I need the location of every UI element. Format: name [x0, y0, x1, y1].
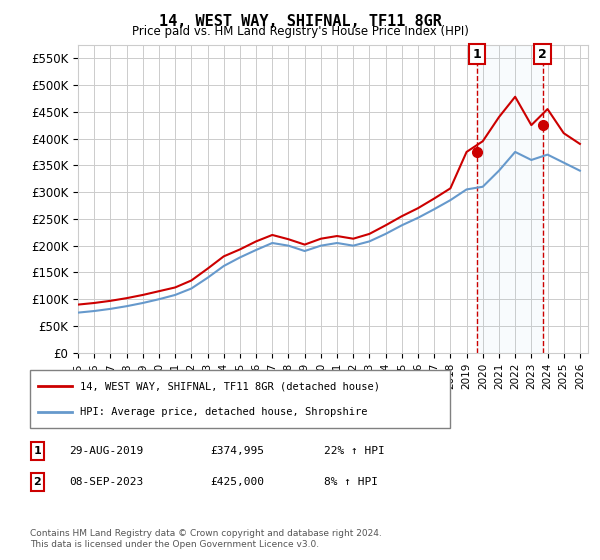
Text: 08-SEP-2023: 08-SEP-2023: [69, 477, 143, 487]
Text: 29-AUG-2019: 29-AUG-2019: [69, 446, 143, 456]
Text: Price paid vs. HM Land Registry's House Price Index (HPI): Price paid vs. HM Land Registry's House …: [131, 25, 469, 38]
Text: Contains HM Land Registry data © Crown copyright and database right 2024.
This d: Contains HM Land Registry data © Crown c…: [30, 529, 382, 549]
Text: £374,995: £374,995: [210, 446, 264, 456]
Text: 14, WEST WAY, SHIFNAL, TF11 8GR: 14, WEST WAY, SHIFNAL, TF11 8GR: [158, 14, 442, 29]
Text: 1: 1: [473, 48, 482, 60]
Text: 8% ↑ HPI: 8% ↑ HPI: [324, 477, 378, 487]
Text: HPI: Average price, detached house, Shropshire: HPI: Average price, detached house, Shro…: [80, 407, 368, 417]
Text: 14, WEST WAY, SHIFNAL, TF11 8GR (detached house): 14, WEST WAY, SHIFNAL, TF11 8GR (detache…: [80, 381, 380, 391]
FancyBboxPatch shape: [30, 370, 450, 428]
Bar: [477, 45, 542, 353]
FancyBboxPatch shape: [31, 473, 44, 491]
Text: £425,000: £425,000: [210, 477, 264, 487]
Text: 1: 1: [34, 446, 41, 456]
Text: 2: 2: [538, 48, 547, 60]
FancyBboxPatch shape: [31, 442, 44, 460]
Text: 2: 2: [34, 477, 41, 487]
Text: 22% ↑ HPI: 22% ↑ HPI: [324, 446, 385, 456]
